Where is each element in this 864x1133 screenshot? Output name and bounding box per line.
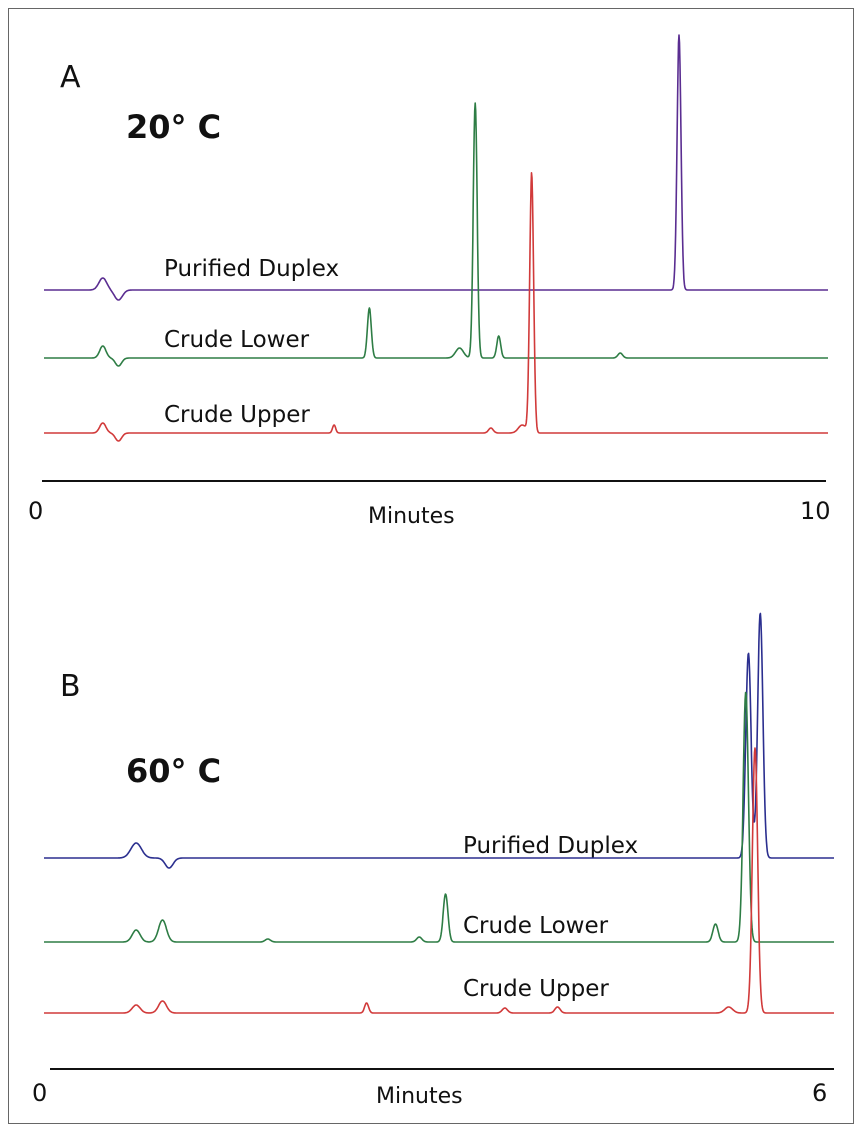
panel-a-letter: A <box>60 60 81 95</box>
panel-b-trace-crude-upper <box>43 747 835 1014</box>
panel-b-trace-crude-lower <box>43 691 835 943</box>
panel-b-label-purified-duplex: Purified Duplex <box>463 833 638 859</box>
panel-a-label-crude-lower: Crude Lower <box>164 327 310 353</box>
panel-a-trace-crude-lower <box>43 102 829 367</box>
panel-a-label-purified-duplex: Purified Duplex <box>164 256 339 282</box>
panel-b: B 60° C Purified Duplex Crude Lower Crud… <box>32 612 835 1109</box>
panel-b-x-axis-title: Minutes <box>376 1084 463 1109</box>
panel-a-x-tick-min: 0 <box>28 497 43 525</box>
panel-a-label-crude-upper: Crude Upper <box>164 402 310 428</box>
panel-a-x-axis-title: Minutes <box>368 504 455 529</box>
panel-b-x-tick-max: 6 <box>812 1079 827 1107</box>
panel-b-label-crude-upper: Crude Upper <box>463 976 609 1002</box>
figure-frame <box>8 8 854 1124</box>
panel-b-title: 60° C <box>126 752 221 790</box>
panel-b-label-crude-lower: Crude Lower <box>463 913 609 939</box>
panel-b-x-tick-min: 0 <box>32 1079 47 1107</box>
panel-a-trace-crude-upper <box>43 172 829 442</box>
panel-a: A 20° C Purified Duplex Crude Lower Crud… <box>28 34 831 529</box>
panel-a-x-tick-max: 10 <box>800 497 831 525</box>
panel-a-trace-purified-duplex <box>43 34 829 301</box>
panel-a-title: 20° C <box>126 108 221 146</box>
panel-b-trace-purified-duplex <box>43 612 835 869</box>
panel-b-letter: B <box>60 669 81 704</box>
